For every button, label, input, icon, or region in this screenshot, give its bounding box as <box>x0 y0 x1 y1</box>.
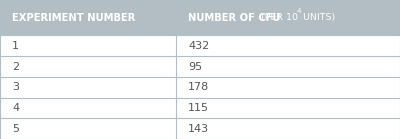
Bar <box>0 98 400 118</box>
Text: 95: 95 <box>188 62 202 71</box>
Bar <box>0 118 400 139</box>
Text: 4: 4 <box>296 8 301 14</box>
Text: 432: 432 <box>188 41 209 51</box>
Text: UNITS): UNITS) <box>300 13 335 22</box>
Bar <box>0 0 400 35</box>
Text: 5: 5 <box>12 124 19 134</box>
Text: NUMBER OF CFU: NUMBER OF CFU <box>188 13 280 23</box>
Text: 2: 2 <box>12 62 19 71</box>
Bar <box>0 77 400 98</box>
Bar <box>0 56 400 77</box>
Text: 178: 178 <box>188 82 209 92</box>
Text: 4: 4 <box>12 103 19 113</box>
Bar <box>0 35 400 56</box>
Text: (PER 10: (PER 10 <box>258 13 298 22</box>
Text: 1: 1 <box>12 41 19 51</box>
Text: 143: 143 <box>188 124 209 134</box>
Text: 115: 115 <box>188 103 209 113</box>
Text: EXPERIMENT NUMBER: EXPERIMENT NUMBER <box>12 13 135 23</box>
Text: 3: 3 <box>12 82 19 92</box>
